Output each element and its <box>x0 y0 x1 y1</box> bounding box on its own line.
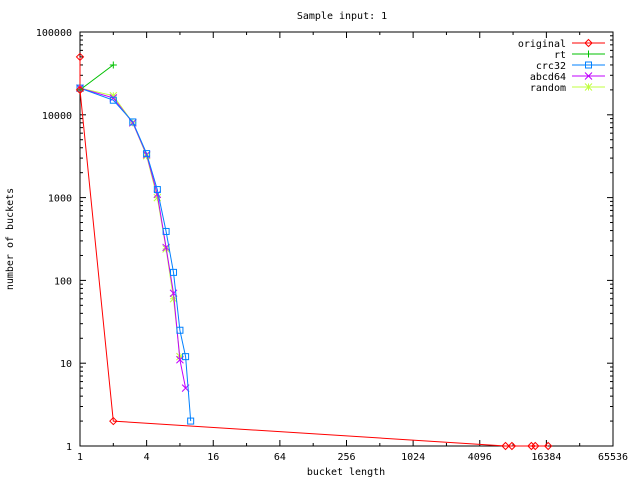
x-axis: 1 4 16 64 256 1024 4096 16384 65536 <box>77 32 628 463</box>
data-point-marker <box>527 441 536 451</box>
y-tick-label: 1000 <box>48 194 72 205</box>
plot-frame <box>79 31 614 447</box>
data-point-marker <box>170 268 178 276</box>
x-tick-label: 65536 <box>598 452 628 463</box>
x-tick-label: 16384 <box>531 452 561 463</box>
data-point-marker <box>187 417 195 425</box>
data-point-marker <box>153 186 161 194</box>
legend-item-crc32: crc32 <box>536 61 605 72</box>
series-line <box>79 56 549 447</box>
chart-title: Sample input: 1 <box>297 11 387 22</box>
data-point-marker <box>584 83 593 91</box>
x-tick-label: 1024 <box>401 452 425 463</box>
y-tick-label: 10000 <box>42 111 72 122</box>
x-tick-label: 4 <box>144 452 150 463</box>
x-tick-label: 256 <box>337 452 355 463</box>
data-point-marker <box>109 416 118 426</box>
x-axis-label: bucket length <box>307 467 385 478</box>
data-point-marker <box>182 353 190 361</box>
legend-item-rt: rt <box>554 50 605 61</box>
data-point-marker <box>75 85 85 95</box>
y-axis-label: number of buckets <box>5 188 16 290</box>
series-layer <box>75 52 553 451</box>
data-point-marker <box>109 96 117 104</box>
data-point-marker <box>585 50 592 58</box>
data-point-marker <box>109 91 118 100</box>
legend-label: rt <box>554 50 566 61</box>
data-point-marker <box>584 72 593 80</box>
data-point-marker <box>501 441 510 451</box>
data-point-marker <box>162 227 170 235</box>
legend-label: random <box>530 83 566 94</box>
data-point-marker <box>129 118 137 126</box>
y-tick-label: 1 <box>66 442 72 453</box>
data-point-marker <box>507 441 517 451</box>
y-tick-label: 100000 <box>36 28 72 39</box>
series-line <box>79 87 187 389</box>
y-axis: 1 10 100 1000 10000 100000 <box>36 28 613 453</box>
series-crc32 <box>76 84 195 425</box>
x-tick-label: 4096 <box>468 452 492 463</box>
y-tick-label: 100 <box>54 276 72 287</box>
data-point-marker <box>143 150 151 158</box>
legend-label: original <box>518 39 566 50</box>
legend-label: abcd64 <box>530 72 566 83</box>
legend-item-original: original <box>518 38 605 50</box>
data-point-marker <box>584 38 593 48</box>
data-point-marker <box>169 294 178 303</box>
series-original <box>75 52 553 451</box>
series-line <box>79 87 181 357</box>
data-point-marker <box>109 94 118 102</box>
legend-item-abcd64: abcd64 <box>530 72 605 83</box>
x-tick-label: 64 <box>274 452 286 463</box>
data-point-marker <box>531 441 540 451</box>
data-point-marker <box>75 52 85 62</box>
series-line <box>79 64 114 91</box>
data-point-marker <box>109 61 117 69</box>
data-point-marker <box>543 441 553 451</box>
legend-label: crc32 <box>536 61 566 72</box>
series-abcd64 <box>76 84 190 392</box>
data-point-marker <box>153 193 162 202</box>
series-line <box>79 87 192 422</box>
x-tick-label: 1 <box>77 452 83 463</box>
legend-item-random: random <box>530 83 605 94</box>
data-point-marker <box>153 190 162 199</box>
y-tick-label: 10 <box>60 359 72 370</box>
data-point-marker <box>176 326 184 334</box>
x-tick-label: 16 <box>207 452 219 463</box>
data-point-marker <box>585 61 592 69</box>
